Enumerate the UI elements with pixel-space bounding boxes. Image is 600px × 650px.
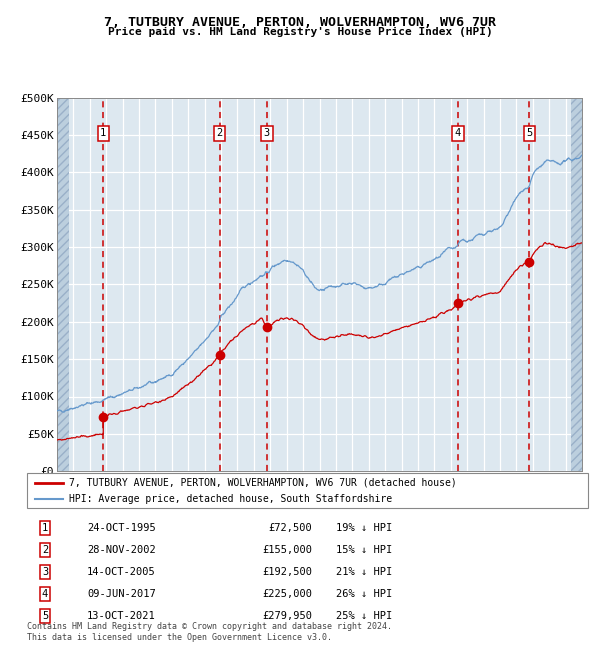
Text: 4: 4 bbox=[455, 129, 461, 138]
Text: £192,500: £192,500 bbox=[262, 567, 312, 577]
Bar bbox=[57, 98, 70, 471]
Text: 13-OCT-2021: 13-OCT-2021 bbox=[87, 611, 156, 621]
Text: 14-OCT-2005: 14-OCT-2005 bbox=[87, 567, 156, 577]
Text: HPI: Average price, detached house, South Staffordshire: HPI: Average price, detached house, Sout… bbox=[69, 495, 392, 504]
Bar bbox=[571, 98, 587, 471]
Text: 5: 5 bbox=[526, 129, 532, 138]
Text: 3: 3 bbox=[264, 129, 270, 138]
Text: 2: 2 bbox=[217, 129, 223, 138]
Text: £225,000: £225,000 bbox=[262, 589, 312, 599]
Text: 15% ↓ HPI: 15% ↓ HPI bbox=[336, 545, 392, 555]
Text: 1: 1 bbox=[100, 129, 106, 138]
Text: 7, TUTBURY AVENUE, PERTON, WOLVERHAMPTON, WV6 7UR: 7, TUTBURY AVENUE, PERTON, WOLVERHAMPTON… bbox=[104, 16, 496, 29]
Text: 1: 1 bbox=[42, 523, 48, 533]
Text: 5: 5 bbox=[42, 611, 48, 621]
Text: £155,000: £155,000 bbox=[262, 545, 312, 555]
Text: 7, TUTBURY AVENUE, PERTON, WOLVERHAMPTON, WV6 7UR (detached house): 7, TUTBURY AVENUE, PERTON, WOLVERHAMPTON… bbox=[69, 478, 457, 488]
Text: 28-NOV-2002: 28-NOV-2002 bbox=[87, 545, 156, 555]
Text: 09-JUN-2017: 09-JUN-2017 bbox=[87, 589, 156, 599]
Text: Contains HM Land Registry data © Crown copyright and database right 2024.
This d: Contains HM Land Registry data © Crown c… bbox=[27, 622, 392, 642]
Text: 4: 4 bbox=[42, 589, 48, 599]
Text: 26% ↓ HPI: 26% ↓ HPI bbox=[336, 589, 392, 599]
Text: 24-OCT-1995: 24-OCT-1995 bbox=[87, 523, 156, 533]
Text: £72,500: £72,500 bbox=[268, 523, 312, 533]
Text: 3: 3 bbox=[42, 567, 48, 577]
Text: 19% ↓ HPI: 19% ↓ HPI bbox=[336, 523, 392, 533]
Text: 21% ↓ HPI: 21% ↓ HPI bbox=[336, 567, 392, 577]
Text: Price paid vs. HM Land Registry's House Price Index (HPI): Price paid vs. HM Land Registry's House … bbox=[107, 27, 493, 37]
Text: 25% ↓ HPI: 25% ↓ HPI bbox=[336, 611, 392, 621]
Text: £279,950: £279,950 bbox=[262, 611, 312, 621]
Text: 2: 2 bbox=[42, 545, 48, 555]
